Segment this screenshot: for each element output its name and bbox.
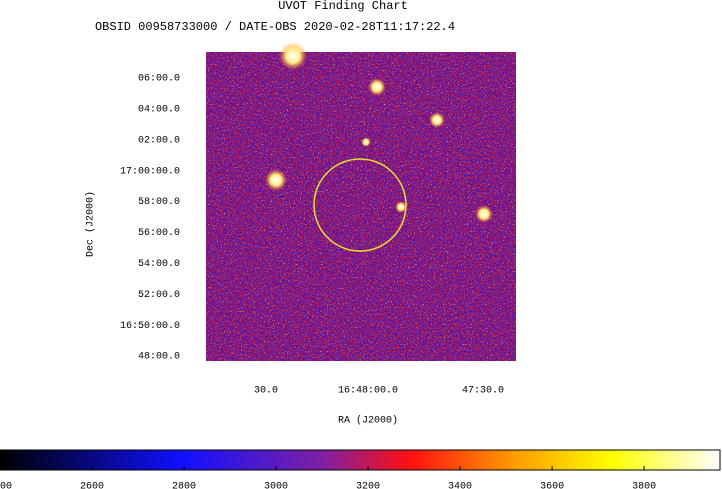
colorbar-tick-label: 2800 bbox=[172, 482, 196, 489]
ra-tick-label: 16:48:00.0 bbox=[338, 386, 398, 397]
ra-tick-label: 30.0 bbox=[254, 386, 278, 397]
dec-tick-label: 54:00.0 bbox=[138, 259, 180, 270]
dec-tick-label: 04:00.0 bbox=[138, 105, 180, 116]
dec-tick-label: 58:00.0 bbox=[138, 197, 180, 208]
dec-tick-label: 56:00.0 bbox=[138, 228, 180, 239]
colorbar-tick-label: 2400 bbox=[0, 482, 12, 489]
colorbar-tick-label: 3200 bbox=[356, 482, 380, 489]
dec-tick-label: 52:00.0 bbox=[138, 290, 180, 301]
title: UVOT Finding Chart bbox=[278, 0, 408, 13]
colorbar-tick-label: 3400 bbox=[448, 482, 472, 489]
colorbar-tick-label: 2600 bbox=[80, 482, 104, 489]
sky-image bbox=[206, 42, 516, 361]
y-axis-label: Dec (J2000) bbox=[85, 191, 97, 257]
ra-tick-label: 47:30.0 bbox=[462, 386, 504, 397]
dec-tick-label: 06:00.0 bbox=[138, 74, 180, 85]
x-axis-label: RA (J2000) bbox=[338, 415, 398, 427]
dec-tick-label: 17:00:00.0 bbox=[120, 166, 180, 177]
dec-tick-label: 16:50:00.0 bbox=[120, 321, 180, 332]
colorbar-tick-label: 3000 bbox=[264, 482, 288, 489]
subtitle: OBSID 00958733000 / DATE-OBS 2020-02-28T… bbox=[95, 20, 455, 34]
colorbar-tick-label: 3600 bbox=[540, 482, 564, 489]
dec-tick-label: 48:00.0 bbox=[138, 352, 180, 363]
dec-tick-label: 02:00.0 bbox=[138, 135, 180, 146]
colorbar bbox=[0, 449, 721, 471]
colorbar-tick-label: 3800 bbox=[632, 482, 656, 489]
